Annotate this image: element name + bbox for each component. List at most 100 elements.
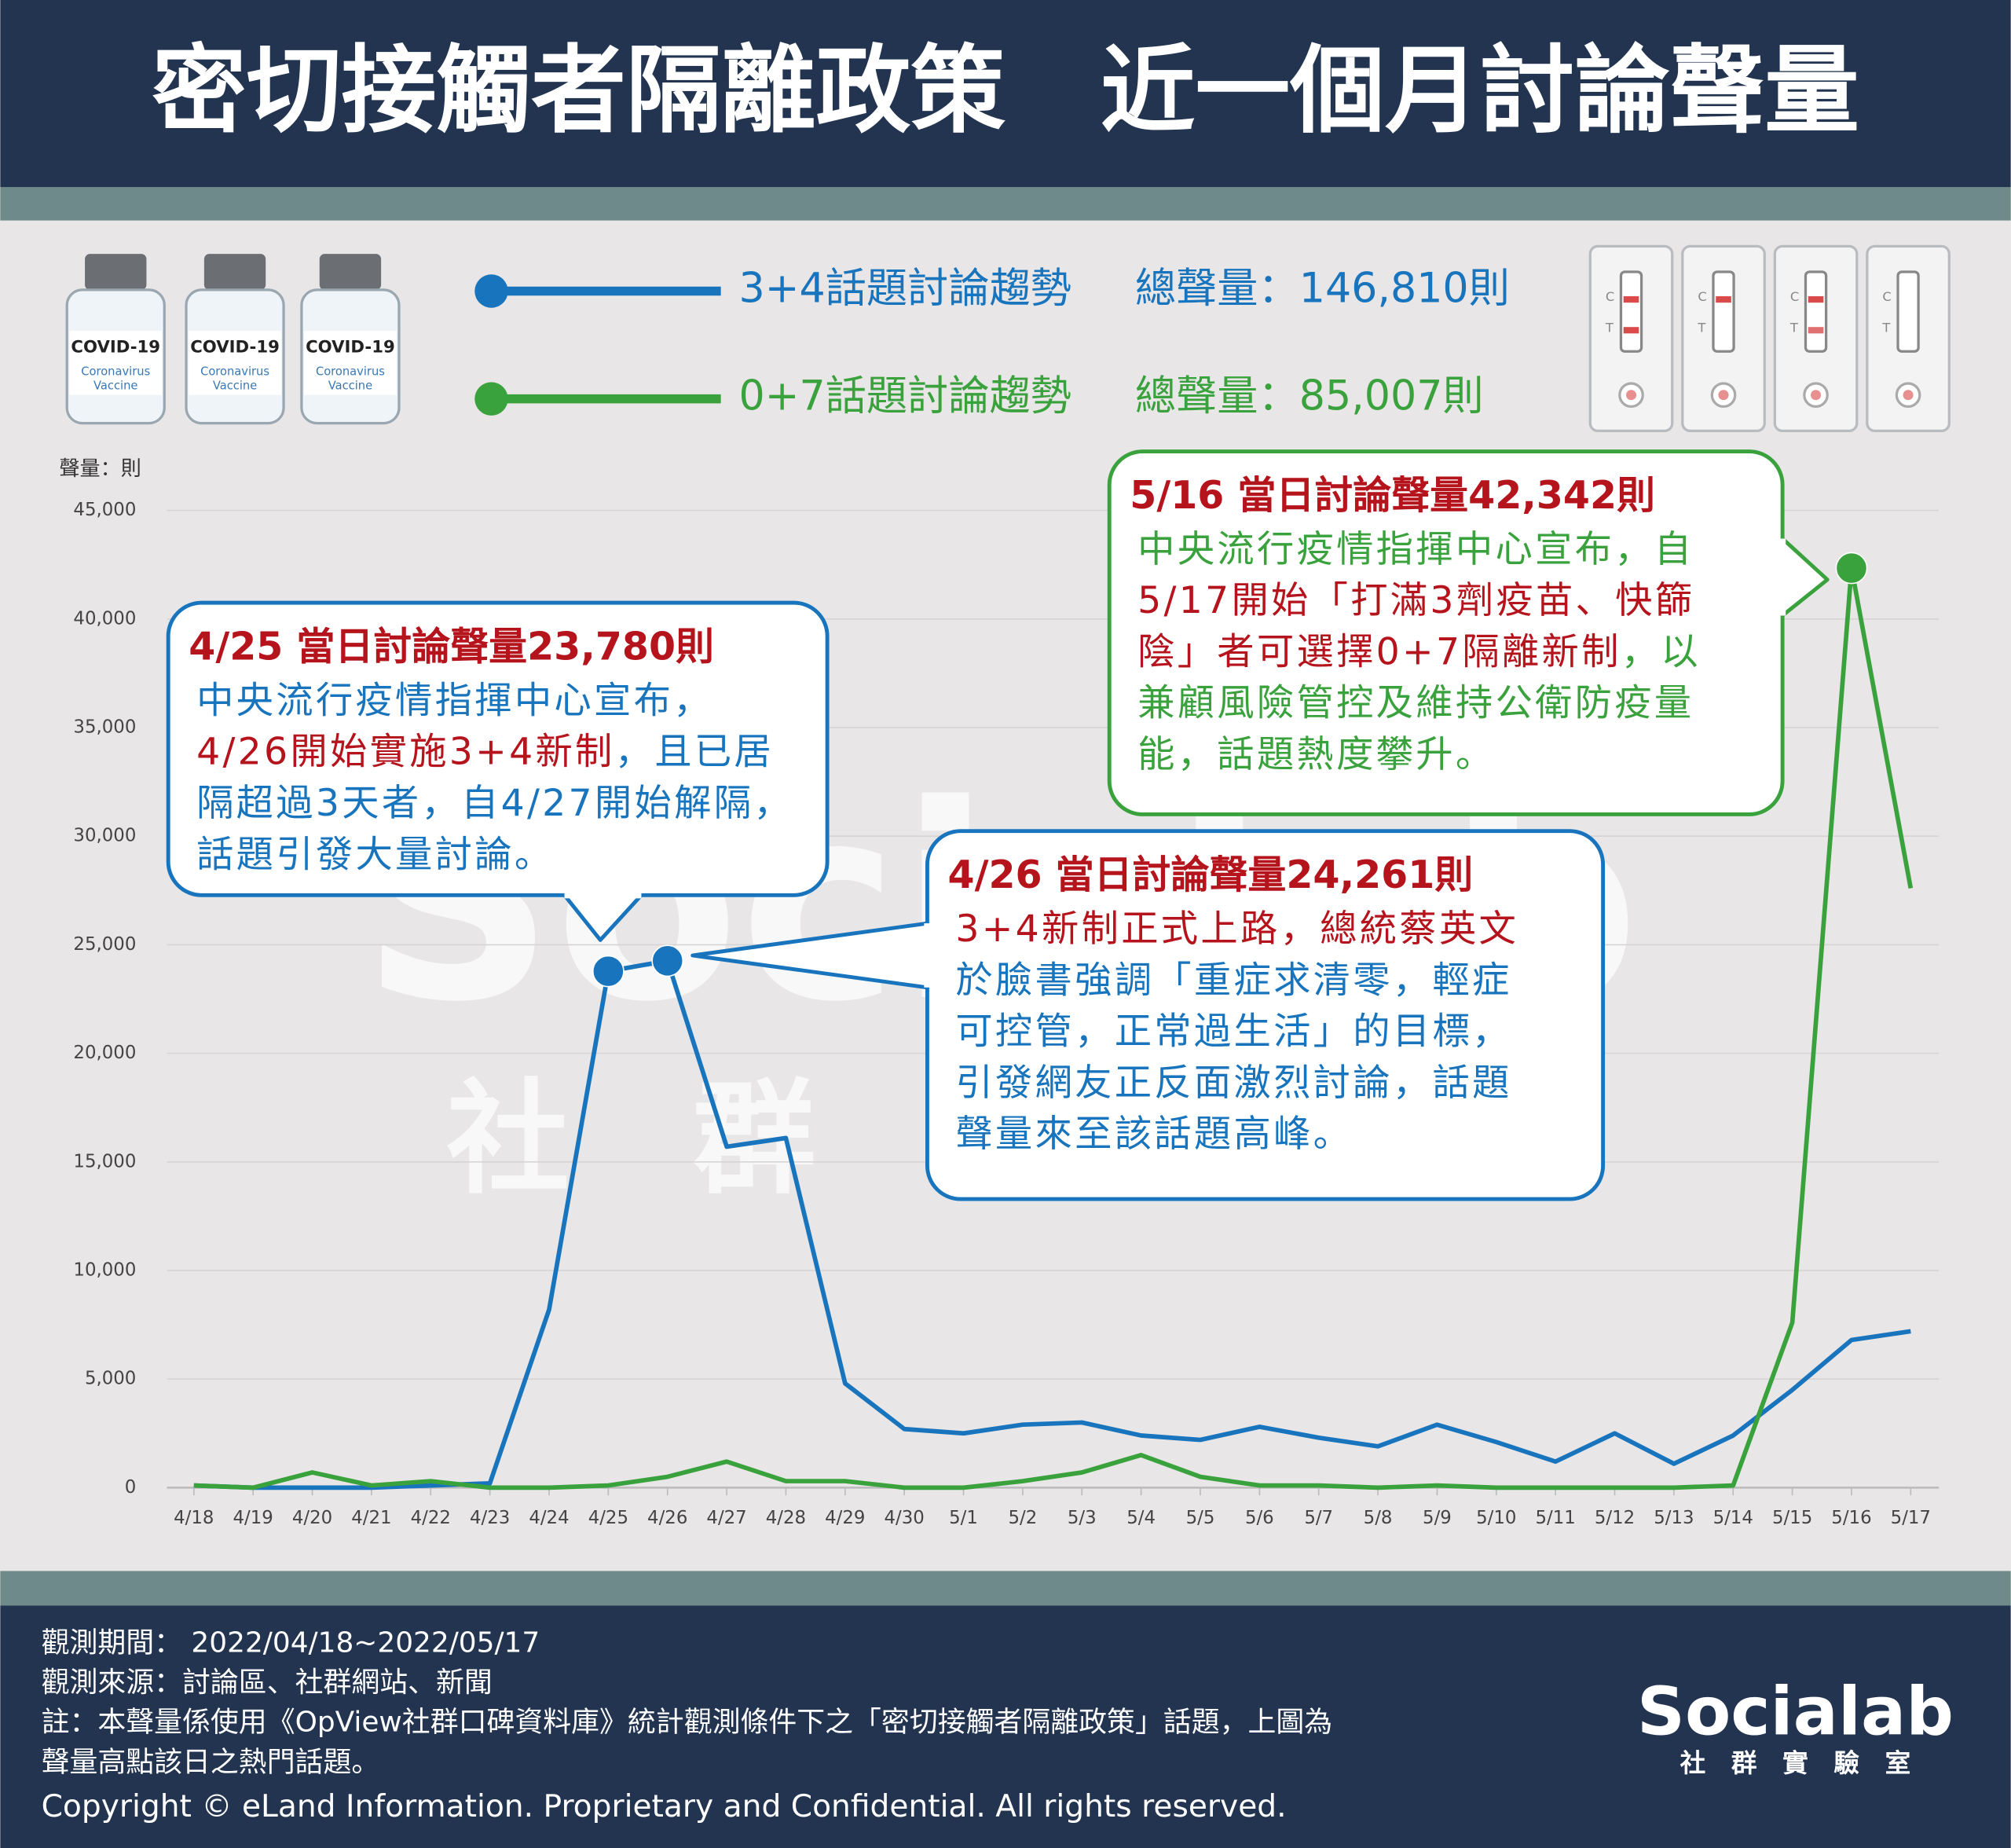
kit-window bbox=[1896, 270, 1920, 353]
icons: COVID-19CoronavirusVaccineCOVID-19Corona… bbox=[65, 244, 1951, 433]
vial-sub: Coronavirus bbox=[316, 365, 385, 378]
vial-label: COVID-19 bbox=[306, 337, 395, 357]
x-tick-label: 5/7 bbox=[1304, 1508, 1333, 1528]
bubble bbox=[166, 600, 830, 897]
annotation-line: 話題引發大量討論。 bbox=[196, 833, 554, 876]
x-tick-label: 5/3 bbox=[1068, 1508, 1097, 1528]
legend-label: 0+7話題討論趨勢 bbox=[739, 373, 1072, 420]
kit-c: C bbox=[1882, 289, 1891, 304]
footer-line: 觀測來源：討論區、社群網站、新聞 bbox=[42, 1666, 493, 1699]
x-tick-label: 4/23 bbox=[470, 1508, 510, 1528]
annotation-segment: 聲量來至該話題高峰。 bbox=[955, 1113, 1353, 1156]
y-tick-label: 45,000 bbox=[73, 500, 136, 520]
annotation-line: 能，話題熱度攀升。 bbox=[1137, 733, 1495, 776]
kit-c: C bbox=[1698, 289, 1706, 304]
annotation-segment: 話題引發大量討論。 bbox=[196, 833, 554, 876]
annotation-segment: ，且已居 bbox=[615, 731, 774, 774]
x-tick-label: 4/27 bbox=[706, 1508, 746, 1528]
x-tick-label: 4/20 bbox=[292, 1508, 332, 1528]
annotation-line: 於臉書強調「重症求清零，輕症 bbox=[955, 959, 1511, 1002]
kit-window bbox=[1619, 270, 1643, 353]
kit-well-dot bbox=[1718, 390, 1729, 401]
copyright: Copyright © eLand Information. Proprieta… bbox=[42, 1789, 1287, 1824]
x-tick-label: 5/16 bbox=[1831, 1508, 1871, 1528]
x-tick-label: 4/25 bbox=[588, 1508, 628, 1528]
kit-well-dot bbox=[1625, 390, 1637, 401]
y-tick-label: 40,000 bbox=[73, 608, 136, 629]
footer: 觀測期間： 2022/04/18~2022/05/17 觀測來源：討論區、社群網站… bbox=[42, 1626, 1954, 1824]
annotation-segment: 兼顧風險管控及維持公衛防疫量 bbox=[1137, 682, 1694, 725]
y-axis-label: 聲量：則 bbox=[59, 457, 141, 481]
kit-t: T bbox=[1789, 320, 1799, 335]
vial-sub: Vaccine bbox=[213, 379, 257, 392]
legend-total: 總聲量：85,007則 bbox=[1135, 373, 1484, 420]
x-tick-label: 4/22 bbox=[411, 1508, 451, 1528]
kit-well-dot bbox=[1811, 390, 1822, 401]
vial-cap bbox=[85, 254, 147, 290]
y-tick-label: 30,000 bbox=[73, 826, 136, 846]
logo-sub: 社 群 實 驗 室 bbox=[1680, 1748, 1911, 1778]
footer-stripe bbox=[0, 1571, 2011, 1606]
annotation-segment: 能，話題熱度攀升。 bbox=[1137, 733, 1495, 776]
x-tick-label: 5/13 bbox=[1654, 1508, 1694, 1528]
annotation-line: 引發網友正反面激烈討論，話題 bbox=[955, 1062, 1511, 1105]
annotation-segment: 中央流行疫情指揮中心宣布， bbox=[196, 679, 713, 722]
vial-sub: Vaccine bbox=[328, 379, 372, 392]
vial-cap bbox=[319, 254, 382, 290]
series-line bbox=[193, 566, 1914, 1490]
x-tick-label: 5/8 bbox=[1364, 1508, 1393, 1528]
x-tick-label: 4/21 bbox=[351, 1508, 391, 1528]
x-tick-label: 4/19 bbox=[233, 1508, 273, 1528]
kit-window bbox=[1804, 270, 1828, 353]
x-tick-label: 4/24 bbox=[529, 1508, 569, 1528]
vial-label: COVID-19 bbox=[190, 337, 280, 357]
annotation-segment: 隔超過3天者，自4/27開始解隔， bbox=[196, 782, 793, 825]
annotation-segment: 於臉書強調「重症求清零，輕症 bbox=[955, 959, 1511, 1002]
y-tick-label: 10,000 bbox=[73, 1260, 136, 1280]
kit-t: T bbox=[1605, 320, 1614, 335]
kit-t: T bbox=[1881, 320, 1891, 335]
bubble bbox=[925, 829, 1606, 1201]
legend-label: 3+4話題討論趨勢 bbox=[739, 266, 1072, 313]
y-tick-label: 35,000 bbox=[73, 717, 136, 738]
y-tick-label: 0 bbox=[125, 1477, 137, 1498]
annotation-heading: 4/25 當日討論聲量23,780則 bbox=[189, 624, 714, 669]
title: 密切接觸者隔離政策 近一個月討論聲量 bbox=[152, 36, 1859, 146]
series-line bbox=[193, 958, 1911, 1490]
vial-label-bg bbox=[304, 331, 397, 395]
vial-cap bbox=[203, 254, 266, 290]
annotation-line: 4/26開始實施3+4新制，且已居 bbox=[196, 731, 774, 774]
kit-line bbox=[1716, 296, 1731, 303]
x-tick-label: 5/9 bbox=[1423, 1508, 1452, 1528]
annotation-heading: 5/16 當日討論聲量42,342則 bbox=[1130, 473, 1655, 518]
logo: Socialab bbox=[1637, 1673, 1954, 1751]
annotation-line: 中央流行疫情指揮中心宣布，自 bbox=[1137, 528, 1694, 571]
annotation-line: 隔超過3天者，自4/27開始解隔， bbox=[196, 782, 793, 825]
highlight-point bbox=[1835, 552, 1868, 585]
x-tick-label: 4/18 bbox=[174, 1508, 214, 1528]
x-tick-label: 4/29 bbox=[825, 1508, 865, 1528]
kit-well-dot bbox=[1903, 390, 1914, 401]
annotation-line: 3+4新制正式上路，總統蔡英文 bbox=[955, 908, 1518, 951]
y-tick-label: 15,000 bbox=[73, 1151, 136, 1172]
x-tick-label: 5/6 bbox=[1245, 1508, 1274, 1528]
legend-dot bbox=[474, 382, 508, 416]
kit-t: T bbox=[1697, 320, 1706, 335]
kit-window bbox=[1712, 270, 1735, 353]
annotation-line: 中央流行疫情指揮中心宣布， bbox=[196, 679, 713, 722]
annotation-line: 聲量來至該話題高峰。 bbox=[955, 1113, 1353, 1156]
footer-line: 聲量高點該日之熱門話題。 bbox=[42, 1746, 380, 1778]
bubble bbox=[1107, 449, 1785, 816]
x-tick-label: 5/11 bbox=[1536, 1508, 1576, 1528]
x-tick-label: 5/1 bbox=[949, 1508, 978, 1528]
footer-line: 註：本聲量係使用《OpView社群口碑資料庫》統計觀測條件下之「密切接觸者隔離政… bbox=[42, 1707, 1333, 1739]
footer-band bbox=[0, 1605, 2011, 1848]
x-tick-label: 4/26 bbox=[647, 1508, 687, 1528]
x-tick-label: 5/15 bbox=[1772, 1508, 1812, 1528]
highlight-point bbox=[651, 944, 684, 977]
legend-total: 總聲量：146,810則 bbox=[1135, 266, 1510, 313]
annotation-segment: 中央流行疫情指揮中心宣布，自 bbox=[1137, 528, 1694, 571]
annotation-line: 可控管，正常過生活」的目標， bbox=[955, 1010, 1511, 1054]
